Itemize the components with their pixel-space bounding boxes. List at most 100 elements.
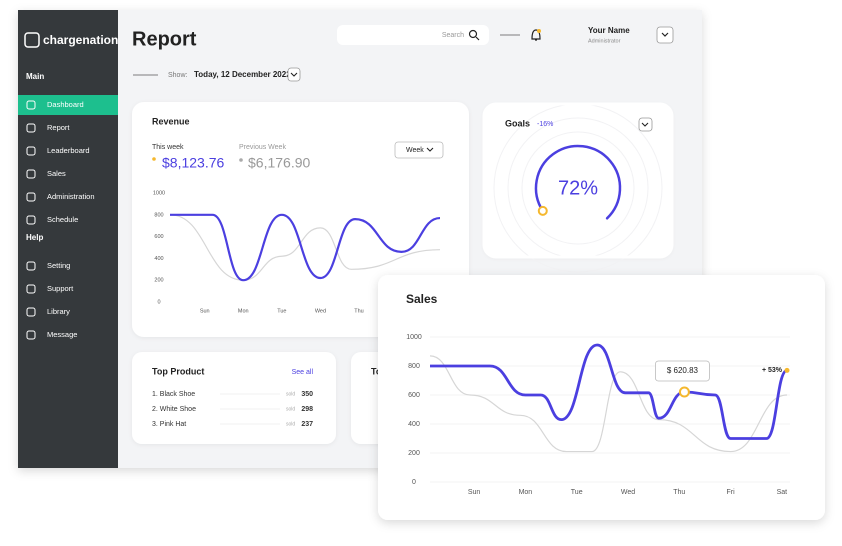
menu-item[interactable]: Report [47,123,70,132]
card-edge [482,102,674,259]
chevron [661,32,669,37]
section-title: Main [26,72,44,81]
data-line [169,213,441,282]
goal-marker [537,205,548,216]
goal-value: 72% [558,177,598,199]
end-label: + 53% [762,367,783,374]
y-tick-label: 1000 [406,334,422,341]
sold-label: sold [286,421,295,427]
menu-icon [26,215,36,225]
date-dropdown[interactable] [287,67,301,82]
user-role: Administrator [588,38,621,44]
menu-icon [26,307,36,317]
x-tick-label: Thu [673,489,685,496]
end-marker [784,367,790,373]
chevron [641,122,649,127]
menu-item[interactable]: Leaderboard [47,146,90,155]
chevron [426,147,434,152]
menu-icon [26,192,36,202]
menu-icon [26,146,36,156]
sales-card [378,275,825,520]
x-tick-label: Mon [238,308,249,314]
product-name: 3. Pink Hat [152,421,186,428]
data-line [169,214,441,281]
top-product-card [132,352,336,444]
search-icon [468,29,478,39]
sold-value: 237 [301,421,313,428]
section-title: Help [26,233,43,242]
sold-label: sold [286,391,295,397]
search-placeholder: Search [442,32,464,39]
y-tick-label: 0 [412,479,416,486]
card-title: Goals [505,118,530,128]
period-dropdown[interactable] [394,141,444,159]
x-tick-label: Tue [277,308,286,314]
x-tick-label: Thu [354,308,363,314]
brand-logo [24,32,40,48]
x-tick-label: Sat [777,489,788,496]
brand: chargenation [43,33,118,47]
menu-icon [26,284,36,294]
y-tick-label: 400 [408,421,420,428]
date: Today, 12 December 2022 [194,70,291,79]
menu-item[interactable]: Administration [47,192,95,201]
menu-item[interactable]: Sales [47,169,66,178]
y-tick-label: 400 [154,256,163,262]
x-tick-label: Sun [200,308,210,314]
menu-item[interactable]: Support [47,284,74,293]
show-label: Show: [168,72,188,79]
goal-arc [534,144,622,220]
menu-item[interactable]: Schedule [47,215,78,224]
search-icon [475,36,480,41]
current-label: This week [152,144,184,151]
search-box[interactable] [337,25,489,45]
y-tick-label: 0 [157,299,160,305]
current-value: $8,123.76 [162,155,224,171]
sidebar [18,10,118,468]
menu-icon [26,123,36,133]
see-all-link[interactable]: See all [292,369,314,376]
menu-item[interactable]: Dashboard [47,100,84,109]
menu-icon [26,261,36,271]
previous-label: Previous Week [239,144,286,151]
x-tick-label: Wed [315,308,326,314]
x-tick-label: Tue [571,489,583,496]
menu-item[interactable]: Message [47,330,77,339]
card-title: Revenue [152,116,190,126]
menu-icon [26,100,36,110]
goals-dropdown[interactable] [638,117,653,132]
period: Week [406,147,424,154]
y-tick-label: 800 [154,212,163,218]
data-line [429,355,788,453]
card-title: Sales [406,292,438,306]
sold-label: sold [286,406,295,412]
x-tick-label: Wed [621,489,635,496]
card-title: Top Product [152,366,204,376]
y-tick-label: 200 [408,450,420,457]
x-tick-label: Mon [519,489,533,496]
notification-dot [537,29,541,33]
y-tick-label: 200 [154,278,163,284]
bell-icon[interactable] [531,29,541,41]
ring [521,131,635,245]
y-tick-label: 600 [408,392,420,399]
menu-icon [26,169,36,179]
y-tick-label: 600 [154,234,163,240]
user-name: Your Name [588,26,630,35]
sold-value: 298 [301,406,313,413]
legend-dot [152,157,156,161]
menu-item[interactable]: Setting [47,261,70,270]
sold-value: 350 [301,391,313,398]
menu-item[interactable]: Library [47,307,70,316]
active-highlight [18,95,118,115]
product-name: 1. Black Shoe [152,391,195,398]
card-title: To [371,366,382,376]
user-dropdown[interactable] [656,26,674,44]
x-tick-label: Fri [726,489,735,496]
product-name: 2. White Shoe [152,406,196,413]
previous-value: $6,176.90 [248,155,310,171]
chevron [290,72,298,77]
tooltip-label: $ 620.83 [667,366,699,375]
y-tick-label: 800 [408,363,420,370]
